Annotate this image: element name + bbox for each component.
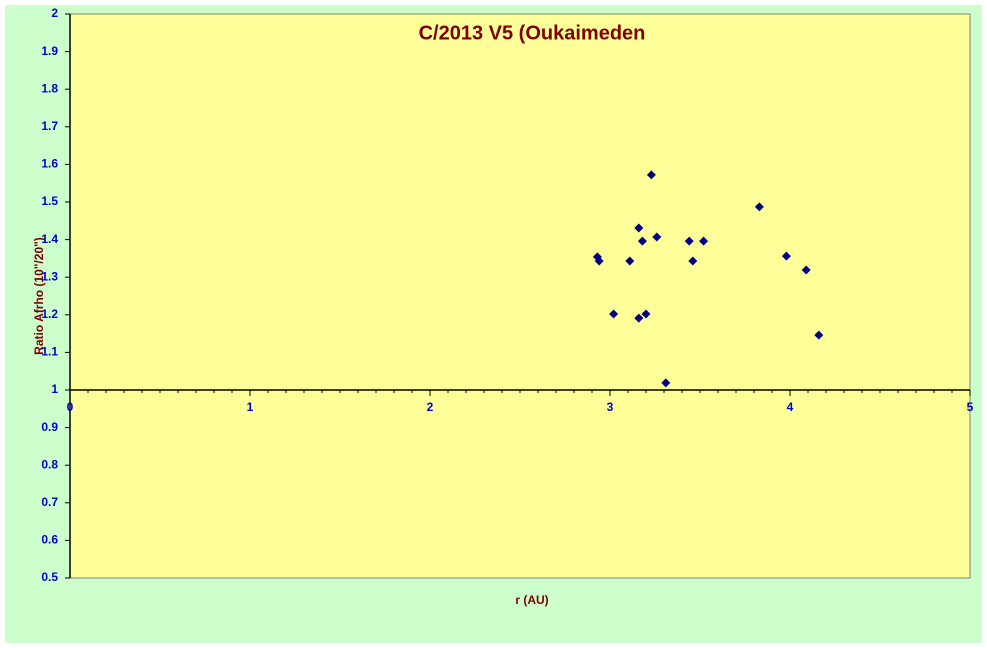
data-point [634, 313, 644, 323]
x-tick-label: 3 [607, 400, 614, 414]
data-point [688, 256, 698, 266]
data-point [609, 309, 619, 319]
y-tick-label: 1.1 [41, 345, 58, 359]
y-tick-label: 1.4 [41, 232, 58, 246]
y-tick-label: 1.9 [41, 44, 58, 58]
data-point [661, 378, 671, 388]
y-tick-label: 1.5 [41, 194, 58, 208]
y-tick-label: 1.6 [41, 157, 58, 171]
data-point [781, 251, 791, 261]
y-tick-label: 1 [51, 382, 58, 396]
data-point [684, 236, 694, 246]
x-axis-label: r (AU) [515, 593, 548, 607]
y-tick-label: 1.3 [41, 269, 58, 283]
data-point [814, 330, 824, 340]
y-axis-label: Ratio Afrho (10"/20") [32, 237, 46, 355]
x-tick-label: 0 [67, 400, 74, 414]
data-point [699, 236, 709, 246]
data-point [646, 170, 656, 180]
y-tick-label: 0.8 [41, 457, 58, 471]
y-tick-label: 1.8 [41, 81, 58, 95]
data-point [801, 265, 811, 275]
data-point [754, 202, 764, 212]
y-tick-label: 0.7 [41, 495, 58, 509]
data-point [634, 223, 644, 233]
data-point [641, 309, 651, 319]
plot-area [69, 13, 971, 579]
chart-title: C/2013 V5 (Oukaimeden [419, 22, 646, 44]
data-point [594, 256, 604, 266]
y-tick-label: 0.6 [41, 533, 58, 547]
y-tick-label: 2 [51, 6, 58, 20]
y-tick-label: 1.2 [41, 307, 58, 321]
y-tick-label: 0.5 [41, 570, 58, 584]
data-point [625, 256, 635, 266]
y-tick-label: 1.7 [41, 119, 58, 133]
y-tick-label: 0.9 [41, 420, 58, 434]
x-tick-label: 5 [967, 400, 974, 414]
x-tick-label: 1 [247, 400, 254, 414]
x-tick-label: 4 [787, 400, 794, 414]
x-tick-label: 2 [427, 400, 434, 414]
data-point [637, 236, 647, 246]
data-point [652, 232, 662, 242]
